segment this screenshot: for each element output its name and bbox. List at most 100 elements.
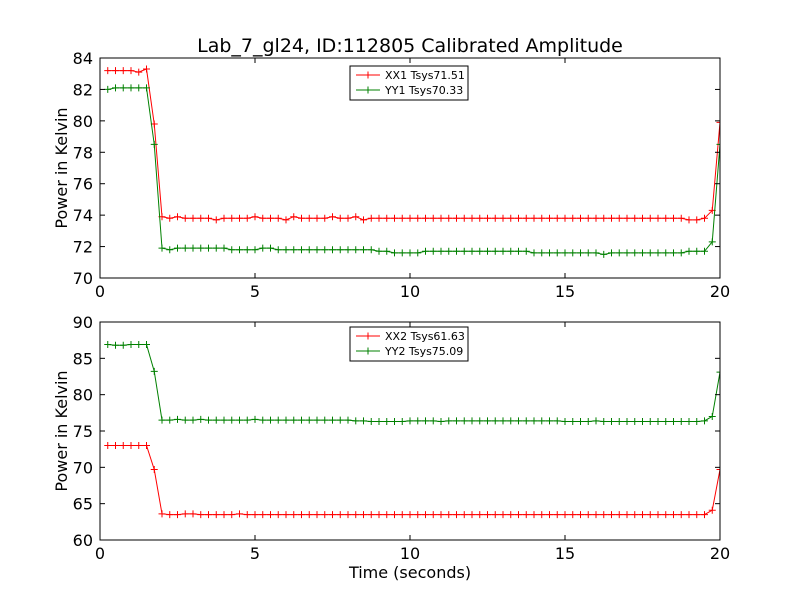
data-point	[135, 84, 143, 92]
data-point	[460, 247, 468, 255]
y-tick-label: 60	[73, 531, 93, 550]
data-point	[546, 249, 553, 257]
data-point	[584, 511, 592, 519]
data-point	[507, 417, 515, 425]
data-point	[654, 511, 662, 519]
data-point	[499, 511, 507, 519]
data-point	[305, 214, 313, 222]
data-point	[623, 418, 631, 426]
x-tick-label: 15	[555, 544, 575, 563]
data-point	[282, 416, 290, 424]
data-point	[375, 511, 383, 519]
data-point	[740, 69, 747, 76]
legend-label: XX1 Tsys71.51	[385, 69, 465, 82]
data-point	[491, 247, 499, 255]
data-point	[592, 511, 600, 519]
data-point	[631, 511, 639, 519]
data-point	[274, 214, 282, 222]
data-point	[600, 214, 608, 222]
data-point	[530, 214, 538, 222]
data-point	[429, 214, 437, 222]
data-point	[476, 247, 484, 255]
data-point	[422, 417, 429, 425]
data-point	[708, 506, 716, 514]
data-point	[608, 511, 615, 519]
data-point	[530, 249, 538, 257]
data-point	[422, 214, 429, 222]
data-point	[220, 244, 228, 252]
data-point	[460, 417, 468, 425]
data-point	[677, 249, 685, 257]
data-point	[623, 511, 631, 519]
data-point	[561, 511, 569, 519]
data-point	[484, 247, 491, 255]
data-point	[422, 511, 429, 519]
data-point	[453, 417, 460, 425]
y-tick-label: 70	[73, 269, 93, 288]
data-point	[189, 214, 197, 222]
data-point	[104, 442, 112, 450]
data-point	[259, 214, 267, 222]
y-tick-label: 90	[73, 313, 93, 332]
series-line-yy1	[107, 87, 720, 255]
data-point	[119, 67, 127, 75]
data-point	[406, 249, 414, 257]
data-point	[600, 250, 608, 258]
data-point	[367, 418, 375, 426]
data-point	[639, 511, 646, 519]
series-xx2	[104, 442, 720, 519]
x-tick-label: 0	[95, 544, 105, 563]
data-point	[763, 88, 770, 95]
data-point	[290, 246, 298, 254]
legend-label: YY1 Tsys70.33	[384, 84, 463, 97]
data-point	[150, 140, 158, 148]
data-point	[135, 442, 143, 450]
data-point	[553, 214, 561, 222]
data-point	[429, 247, 437, 255]
data-point	[538, 417, 546, 425]
data-point	[267, 511, 274, 519]
data-point	[476, 214, 484, 222]
data-point	[259, 416, 267, 424]
data-point	[282, 216, 290, 224]
data-point	[484, 511, 491, 519]
data-point	[414, 249, 422, 257]
data-point	[251, 415, 259, 423]
data-point	[391, 214, 398, 222]
data-point	[228, 416, 236, 424]
data-point	[600, 511, 608, 519]
data-point	[321, 511, 329, 519]
data-point	[507, 511, 515, 519]
data-point	[181, 416, 189, 424]
data-point	[685, 511, 693, 519]
data-point	[220, 214, 228, 222]
data-point	[732, 86, 739, 93]
data-point	[282, 246, 290, 254]
data-point	[468, 511, 476, 519]
data-point	[724, 342, 731, 349]
data-point	[732, 342, 739, 349]
data-point	[522, 417, 530, 425]
data-point	[174, 511, 181, 519]
data-point	[166, 511, 174, 519]
chart-panel-1: 0 5 10 15 20 70 72 74 76 78 80 82 84 Power in Kelvin X…	[52, 49, 770, 301]
data-point	[468, 214, 476, 222]
data-point	[685, 418, 693, 426]
data-point	[336, 511, 344, 519]
legend-label: YY2 Tsys75.09	[384, 345, 463, 358]
data-point	[251, 213, 259, 221]
data-point	[608, 214, 615, 222]
data-point	[197, 214, 205, 222]
data-point	[267, 416, 274, 424]
x-tick-label: 0	[95, 282, 105, 301]
data-point	[577, 418, 584, 426]
data-point	[693, 511, 701, 519]
data-point	[274, 511, 282, 519]
data-point	[538, 249, 546, 257]
data-point	[305, 416, 313, 424]
data-point	[685, 216, 693, 224]
data-point	[228, 511, 236, 519]
data-point	[329, 213, 336, 221]
x-tick-label: 10	[400, 282, 420, 301]
data-point	[119, 84, 127, 92]
